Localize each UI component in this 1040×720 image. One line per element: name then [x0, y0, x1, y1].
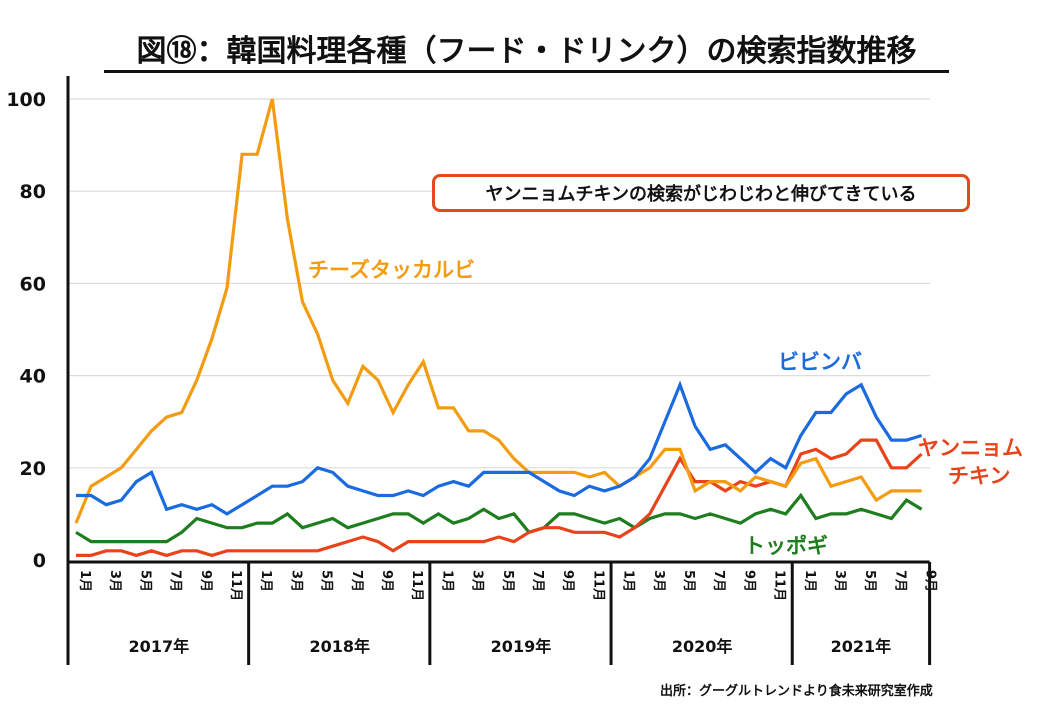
month-tick-label: 1月 — [802, 570, 817, 592]
y-tick-label: 100 — [6, 89, 46, 111]
month-tick-label: 5月 — [681, 570, 696, 592]
month-tick-label: 1月 — [439, 570, 454, 592]
title-underline — [104, 70, 949, 73]
month-tick-label: 11月 — [772, 570, 787, 601]
month-tick-label: 9月 — [379, 570, 394, 592]
year-label: 2021年 — [831, 637, 892, 656]
series-line-3 — [75, 492, 923, 544]
series-lines — [74, 98, 923, 558]
label-tteokbokki: トッポギ — [744, 534, 828, 558]
year-label: 2020年 — [672, 637, 733, 656]
month-tick-label: 3月 — [651, 570, 666, 592]
month-tick-label: 11月 — [590, 570, 605, 601]
series-line-1 — [76, 380, 923, 516]
month-tick-label: 9月 — [923, 570, 938, 592]
annotation-box: ヤンニョムチキンの検索がじわじわと伸びてきている — [432, 174, 970, 212]
year-label: 2018年 — [309, 637, 370, 656]
month-tick-label: 9月 — [198, 570, 213, 592]
label-yangnyeom-line2: チキン — [948, 464, 1011, 488]
month-tick-label: 3月 — [288, 570, 303, 592]
month-tick-label: 7月 — [711, 570, 726, 592]
y-tick-label: 20 — [20, 458, 46, 480]
x-axis: 2017年 1月 3月 5月 7月 9月 11月 2018年 1月 3月 5月 7月 9月 11月 2019… — [68, 560, 938, 665]
chart-title: 図⑱：韓国料理各種（フード・ドリンク）の検索指数推移 — [136, 34, 917, 69]
month-tick-label: 7月 — [530, 570, 545, 592]
month-tick-label: 7月 — [349, 570, 364, 592]
month-tick-label: 1月 — [621, 570, 636, 592]
month-tick-label: 7月 — [168, 570, 183, 592]
month-tick-label: 7月 — [892, 570, 907, 592]
y-tick-label: 80 — [20, 181, 46, 203]
month-tick-label: 11月 — [409, 570, 424, 601]
label-bibimbap: ビビンバ — [778, 350, 862, 374]
month-tick-label: 5月 — [319, 570, 334, 592]
month-tick-label: 5月 — [137, 570, 152, 592]
label-cheese-dakgalbi: チーズタッカルビ — [308, 258, 475, 282]
series-line-0 — [74, 98, 922, 524]
month-tick-label: 1月 — [258, 570, 273, 592]
month-tick-label: 1月 — [77, 570, 92, 592]
year-label: 2017年 — [129, 637, 190, 656]
y-tick-label: 0 — [33, 550, 46, 572]
month-tick-label: 5月 — [500, 570, 515, 592]
month-tick-label: 3月 — [832, 570, 847, 592]
month-tick-label: 3月 — [107, 570, 122, 592]
label-yangnyeom-line1: ヤンニョム — [918, 436, 1023, 460]
y-tick-label: 40 — [20, 366, 46, 388]
y-axis-ticks: 0 20 40 60 80 100 — [6, 89, 46, 572]
month-tick-label: 9月 — [560, 570, 575, 592]
year-label: 2019年 — [491, 637, 552, 656]
month-tick-label: 9月 — [741, 570, 756, 592]
month-tick-label: 3月 — [470, 570, 485, 592]
y-tick-label: 60 — [20, 273, 46, 295]
month-tick-label: 5月 — [862, 570, 877, 592]
source-note: 出所：グーグルトレンドより食未来研究室作成 — [660, 684, 933, 699]
month-tick-label: 11月 — [228, 570, 243, 601]
